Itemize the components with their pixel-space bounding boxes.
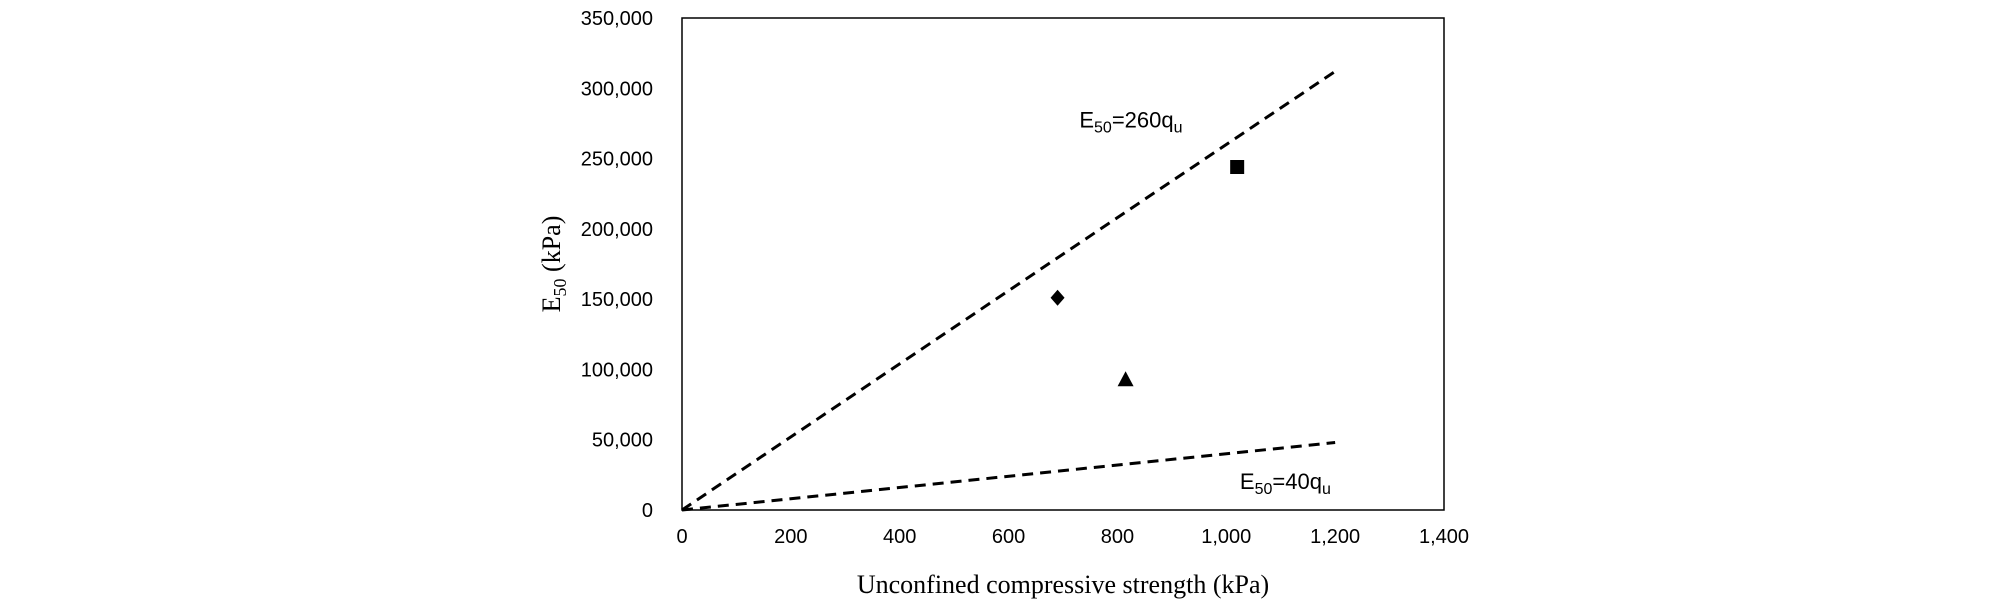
y-tick-label: 300,000 (581, 78, 653, 100)
data-point-triangle (1117, 371, 1134, 387)
x-tick-label: 600 (992, 526, 1025, 548)
upper-line-label: E50=260qu (1079, 108, 1182, 137)
x-tick-label: 1,200 (1310, 526, 1360, 548)
plot-area (681, 17, 1445, 511)
y-tick-label: 250,000 (581, 149, 653, 171)
y-axis-title: E50 (kPa) (537, 216, 570, 313)
lower-line-label: E50=40qu (1240, 469, 1331, 498)
y-axis-title-sub: 50 (550, 278, 570, 296)
x-tick-label: 1,400 (1419, 526, 1469, 548)
x-tick-label: 1,000 (1201, 526, 1251, 548)
x-tick-label: 0 (676, 526, 687, 548)
reference-line-lower (681, 441, 1336, 512)
y-tick-label: 350,000 (581, 8, 653, 30)
y-tick-label: 200,000 (581, 219, 653, 241)
data-point-square (1230, 160, 1245, 175)
reference-line-upper (681, 70, 1336, 512)
y-tick-label: 0 (642, 500, 653, 522)
y-axis-title-base: E (537, 296, 566, 312)
y-tick-label: 50,000 (592, 430, 653, 452)
x-axis: 0 200 400 600 800 1,000 1,200 1,400 (676, 526, 1469, 548)
x-axis-title: Unconfined compressive strength (kPa) (857, 570, 1269, 599)
y-tick-label: 100,000 (581, 359, 653, 381)
data-point-diamond (1050, 289, 1065, 306)
x-tick-label: 800 (1101, 526, 1134, 548)
y-tick-label: 150,000 (581, 289, 653, 311)
x-tick-label: 400 (883, 526, 916, 548)
data-points (1050, 160, 1245, 387)
reference-lines (681, 70, 1336, 512)
y-axis: 0 50,000 100,000 150,000 200,000 250,000 300,0… (581, 8, 653, 522)
x-tick-label: 200 (774, 526, 807, 548)
y-axis-title-rest: (kPa) (537, 216, 566, 279)
